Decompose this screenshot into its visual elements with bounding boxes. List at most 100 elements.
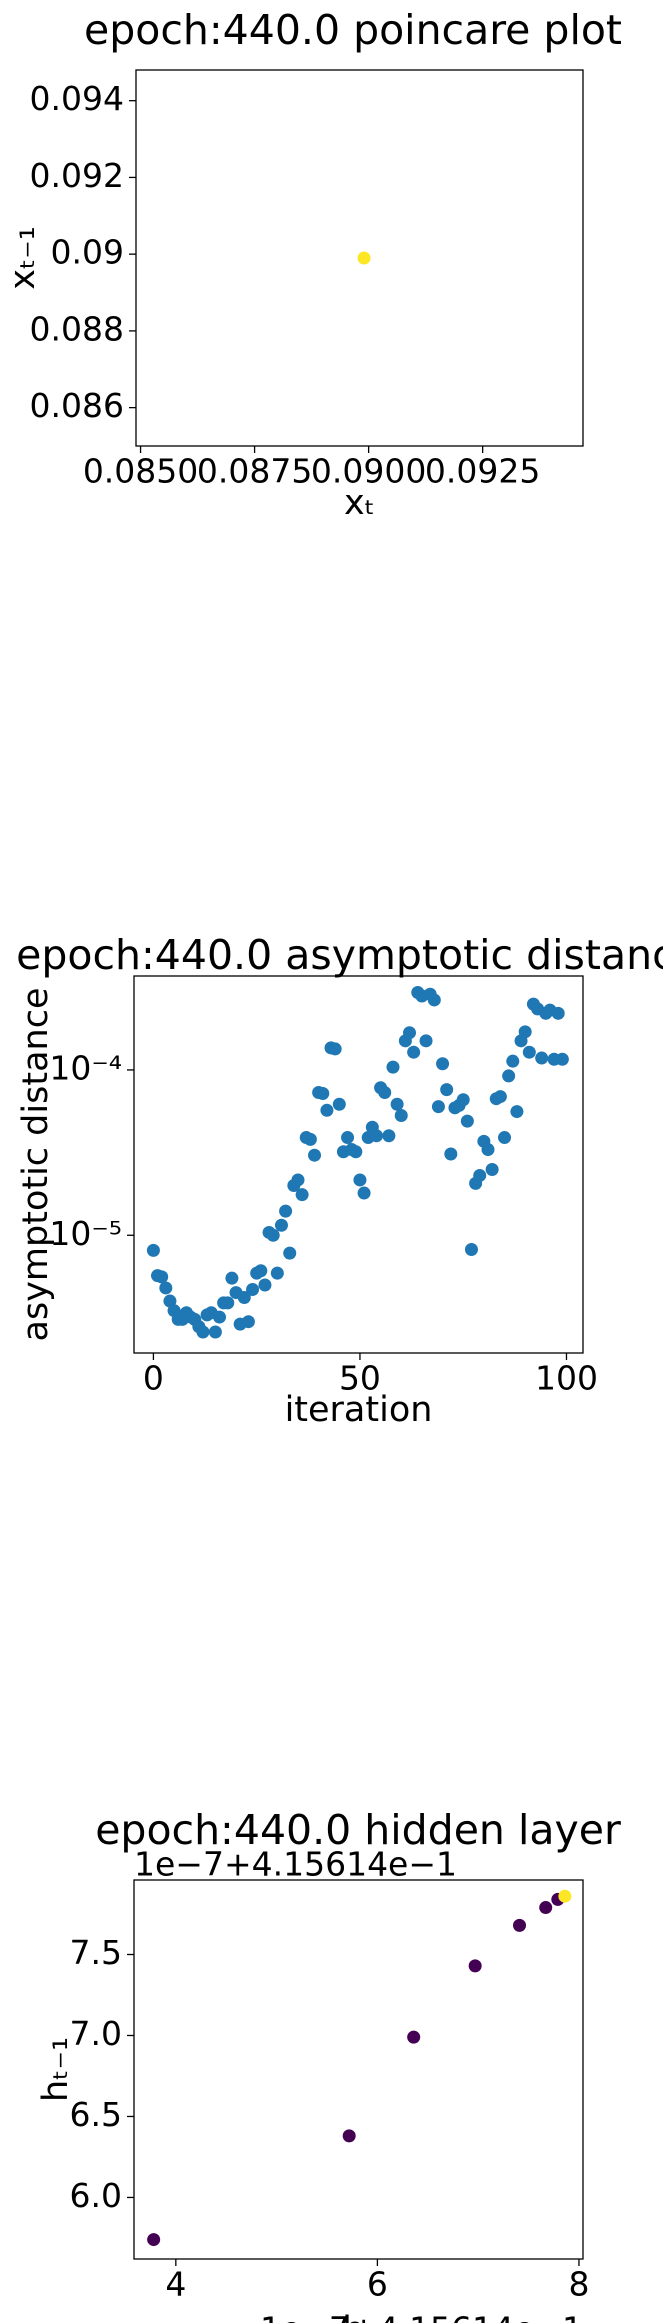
point [431,1100,445,1114]
point [241,1315,255,1329]
point [147,2233,161,2247]
point [394,1109,408,1123]
x-tick-label: 50 [339,1359,381,1398]
point [518,1025,532,1039]
x-axis-label: xₜ [344,483,375,523]
point [357,251,371,265]
point [510,1105,524,1119]
point [270,1266,284,1280]
x-axis-label: iteration [285,1390,433,1430]
chart-title: epoch:440.0 asymptotic distance [16,931,663,979]
point [535,1051,549,1065]
point [266,1228,280,1242]
chart-title: epoch:440.0 hidden layer [95,1806,621,1854]
point [551,1006,565,1020]
point [328,1042,342,1056]
point [485,1162,499,1176]
point [208,1325,222,1339]
point [349,1145,363,1159]
point [291,1173,305,1187]
point [196,1325,210,1339]
point [464,1243,478,1257]
point [407,2030,421,2044]
point [522,1045,536,1059]
point [246,1282,260,1296]
point [369,1129,383,1143]
x-tick-label: 8 [568,2265,589,2304]
point [146,1243,160,1257]
x-tick-label: 100 [535,1359,598,1398]
point [303,1132,317,1146]
y-tick-label: 0.094 [30,79,124,118]
point [283,1246,297,1260]
y-tick-label: 6.0 [70,2176,122,2215]
point [341,1131,355,1145]
y-tick-label: 10⁻⁴ [49,1048,122,1087]
point [506,1054,520,1068]
point [456,1093,470,1107]
point [254,1264,268,1278]
point [308,1148,322,1162]
x-tick-label: 0.0900 [311,452,426,491]
point [221,1296,235,1310]
point [419,1034,433,1048]
y-tick-label: 0.09 [51,233,124,272]
point [403,1026,417,1040]
point [473,1168,487,1182]
point [353,1173,367,1187]
y-tick-label: 7.0 [70,2014,122,2053]
point [386,1060,400,1074]
point [502,1069,516,1083]
point [357,1186,371,1200]
x-offset-label: 1e−7+4.15614e−1 [260,2310,583,2323]
point [539,1901,553,1915]
plot-frame [133,975,584,1354]
point [460,1114,474,1128]
x-tick-label: 0.0875 [197,452,312,491]
point [279,1204,293,1218]
point [342,2129,356,2143]
y-tick-label: 10⁻⁵ [49,1214,122,1253]
x-axis-label: hₜ [342,2310,375,2323]
point [382,1129,396,1143]
x-tick-label: 0.0850 [83,452,198,491]
point [427,993,441,1007]
y-tick-label: 0.086 [30,386,124,425]
point [237,1291,251,1305]
point [159,1281,173,1295]
point [378,1086,392,1100]
point [436,1057,450,1071]
y-axis-label: asymptotic distance [16,988,56,1342]
chart-title: epoch:440.0 poincare plot [84,6,622,54]
y-axis-label: hₜ₋₁ [36,2037,76,2102]
point [332,1097,346,1111]
point [320,1103,334,1117]
point [274,1218,288,1232]
point [493,1090,507,1104]
y-tick-label: 7.5 [70,1933,122,1972]
point [513,1918,527,1932]
y-offset-label: 1e−7+4.15614e−1 [134,1845,457,1884]
point [444,1147,458,1161]
point [295,1188,309,1202]
plot-frame [135,69,584,447]
y-tick-label: 0.092 [30,156,124,195]
point [468,1959,482,1973]
point [225,1271,239,1285]
point [258,1278,272,1292]
y-tick-label: 0.088 [30,309,124,348]
point [407,1045,421,1059]
x-tick-label: 0.0925 [425,452,540,491]
y-axis-label: xₜ₋₁ [3,226,43,290]
point [213,1310,227,1324]
point [498,1131,512,1145]
x-tick-label: 4 [165,2265,186,2304]
point [555,1052,569,1066]
x-tick-label: 6 [367,2265,388,2304]
point [316,1087,330,1101]
point [481,1143,495,1157]
point [390,1097,404,1111]
x-tick-label: 0 [143,1359,164,1398]
point [155,1270,169,1284]
